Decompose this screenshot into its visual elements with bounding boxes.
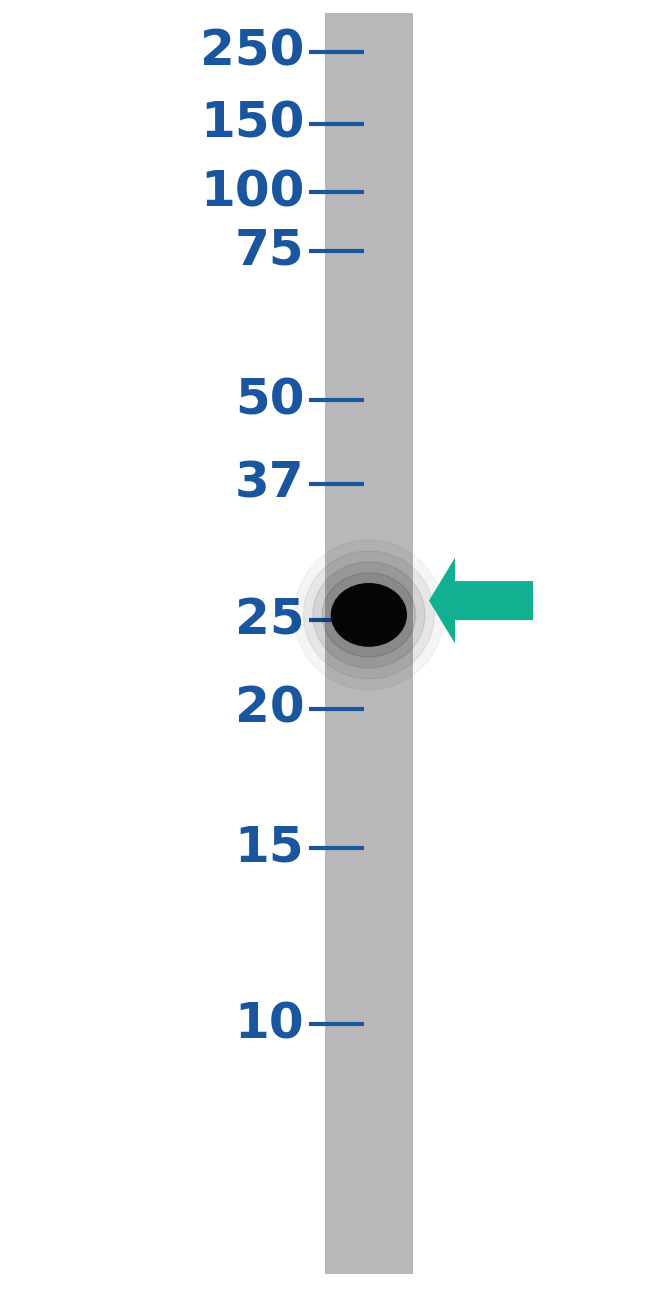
Text: 100: 100 [200,169,304,216]
FancyArrow shape [429,558,533,644]
Ellipse shape [332,584,406,646]
Text: 37: 37 [235,460,304,507]
Text: 15: 15 [235,824,304,871]
Text: 150: 150 [200,100,304,147]
Text: 25: 25 [235,597,304,644]
Ellipse shape [332,584,406,646]
Text: 250: 250 [200,29,304,75]
Text: 20: 20 [235,685,304,732]
Ellipse shape [313,562,425,668]
Text: 10: 10 [235,1001,304,1048]
Text: 75: 75 [235,227,304,274]
Ellipse shape [322,573,415,656]
Text: 50: 50 [235,377,304,424]
Bar [325,13,413,1274]
Ellipse shape [304,551,434,679]
